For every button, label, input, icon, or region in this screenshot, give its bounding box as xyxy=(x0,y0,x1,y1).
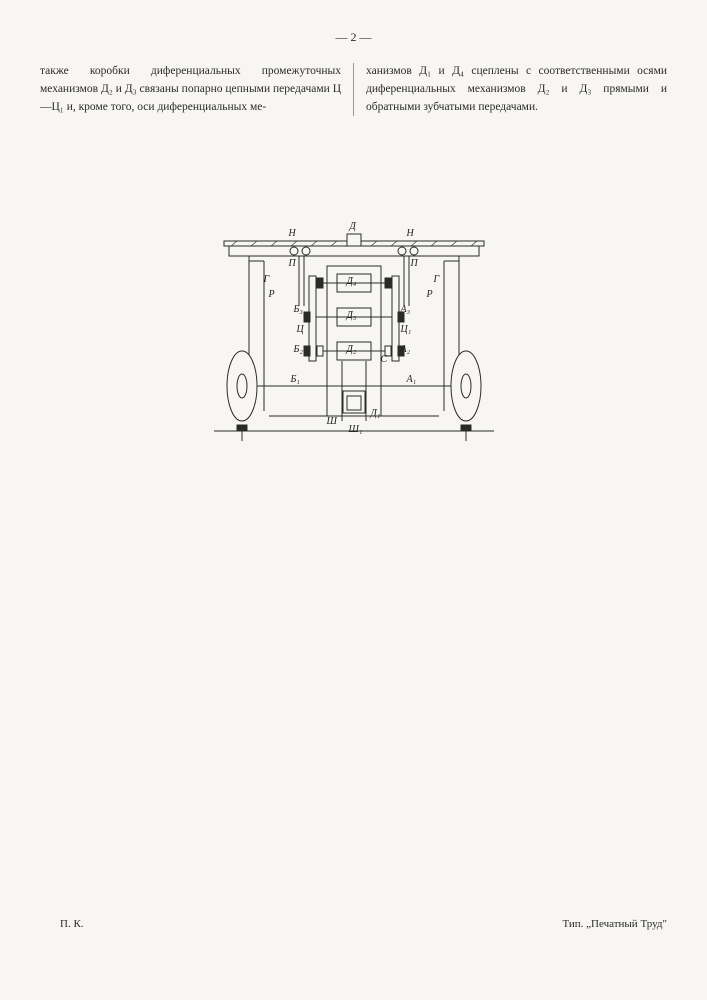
label-b3: Б₃ xyxy=(294,304,303,315)
label-p-right: П xyxy=(411,258,418,269)
label-d-top: Д xyxy=(350,221,356,232)
label-h-right: Н xyxy=(407,228,414,239)
label-c: С xyxy=(381,354,388,365)
page-number: — 2 — xyxy=(40,30,667,45)
footer-left: П. К. xyxy=(60,918,84,930)
footer-right: Тип. „Печатный Труд" xyxy=(562,918,667,930)
label-d4: Д₄ xyxy=(347,276,357,287)
label-a1: А₁ xyxy=(407,374,417,385)
label-d3: Д₃ xyxy=(347,310,357,321)
label-a3: А₃ xyxy=(401,304,411,315)
body-text: также коробки диференциальных промежуточ… xyxy=(40,63,667,116)
text-column-left: также коробки диференциальных промежуточ… xyxy=(40,63,341,116)
label-r-right: Р xyxy=(427,289,433,300)
label-sh1: Ш₁ xyxy=(349,424,363,435)
column-divider xyxy=(353,63,354,116)
label-ts1: Ц₁ xyxy=(401,324,412,335)
label-r-left: Р xyxy=(269,289,275,300)
mechanism-diagram: Н Н Д П П Г Г Р Р Д₄ Д₃ Д₂ Д₁ Б₃ А₃ Ц Ц₁… xyxy=(209,216,499,446)
label-b1: Б₁ xyxy=(291,374,300,385)
label-ts: Ц xyxy=(297,324,304,335)
label-d1: Д₁ xyxy=(371,408,381,419)
label-d2: Д₂ xyxy=(347,344,357,355)
label-g-right: Г xyxy=(434,274,440,285)
label-a2: А₂ xyxy=(401,344,411,355)
label-p-left: П xyxy=(289,258,296,269)
label-h-left: Н xyxy=(289,228,296,239)
label-sh: Ш xyxy=(327,416,337,427)
label-g-left: Г xyxy=(264,274,270,285)
label-b2: Б₂ xyxy=(294,344,303,355)
text-column-right: ханизмов Д₁ и Д₄ сцеплены с соответствен… xyxy=(366,63,667,116)
